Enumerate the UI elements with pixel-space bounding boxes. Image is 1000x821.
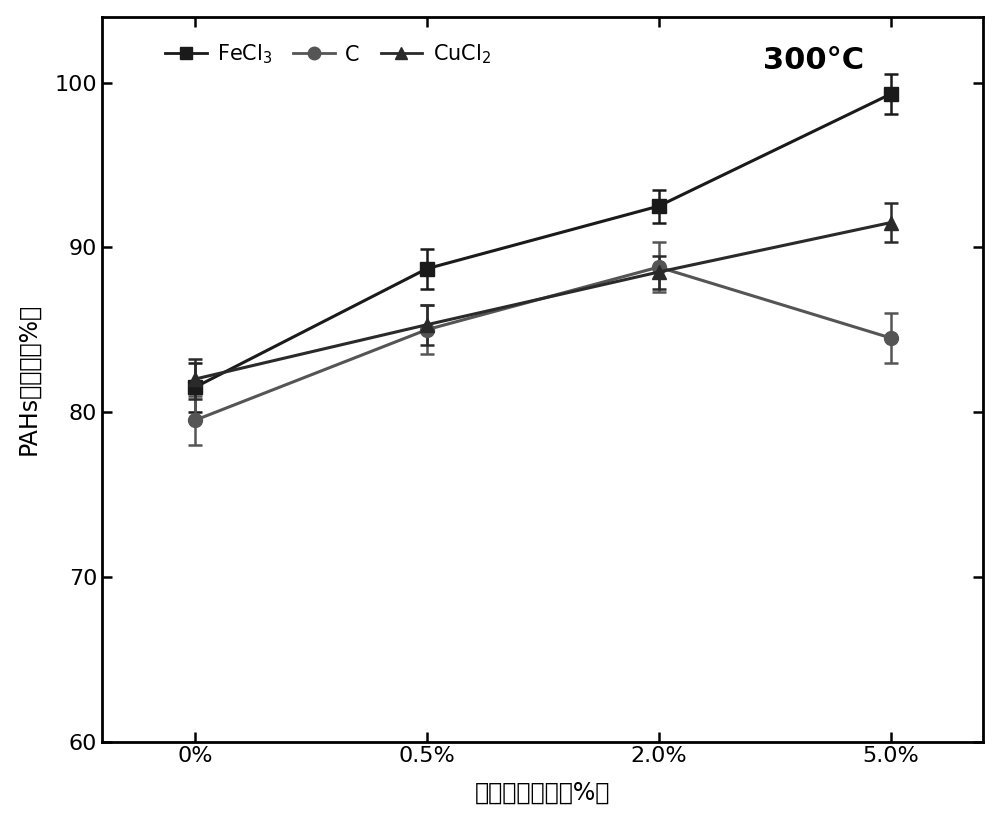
X-axis label: 改性剂添加量（%）: 改性剂添加量（%） bbox=[475, 780, 610, 805]
Text: 300°C: 300°C bbox=[763, 46, 864, 75]
Y-axis label: PAHs去除率（%）: PAHs去除率（%） bbox=[17, 303, 41, 455]
Legend: FeCl$_3$, C, CuCl$_2$: FeCl$_3$, C, CuCl$_2$ bbox=[157, 34, 499, 75]
